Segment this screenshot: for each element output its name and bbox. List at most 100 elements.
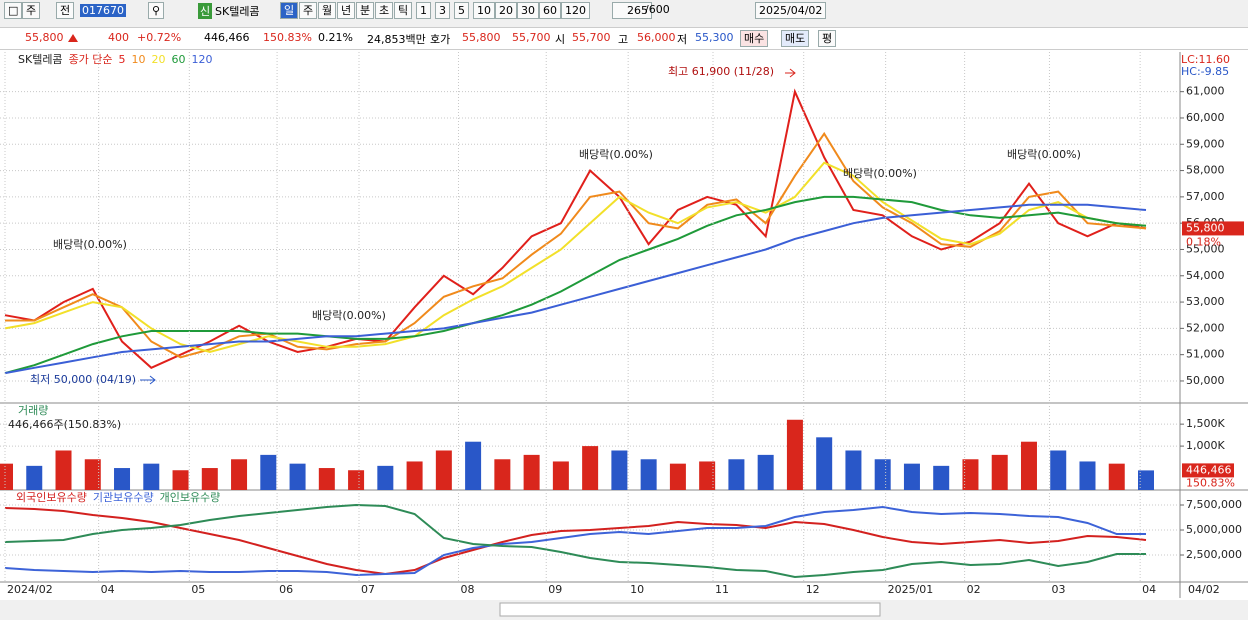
y-tick-label: 7,500,000 [1186,498,1242,511]
volume-bar [523,454,540,490]
low: 55,300 [695,31,734,44]
legend-entry: 60 [172,53,186,66]
volume-bar [494,459,511,490]
x-tick-label: 06 [279,583,293,596]
y-tick-label: 5,000,000 [1186,523,1242,536]
volume-bar [84,459,101,490]
legend-entry: 10 [132,53,146,66]
volume-bar [114,468,131,490]
arrow [785,68,796,78]
interval-button[interactable]: 1 [416,2,431,19]
prev[interactable]: 전 [56,2,75,19]
period-button[interactable]: 틱 [394,2,413,19]
x-tick-label: 07 [361,583,375,596]
volume-bar [611,450,628,490]
sell-button[interactable]: 매도 [781,30,810,47]
volume-tag-rate: 150.83% [1186,476,1235,489]
period-button[interactable]: 초 [375,2,394,19]
chart: 50,00051,00052,00053,00054,00055,00056,0… [0,52,1248,620]
volume-tag [1182,463,1234,478]
y-tick-label: 1,500K [1186,417,1225,430]
chart-bg [0,52,1248,602]
volume-bar [1108,463,1125,490]
dividend-annotation: 배당락(0.00%) [53,238,127,251]
avg-button[interactable]: 평 [818,30,837,47]
volume-bar [0,463,13,490]
volume-bar [465,441,482,490]
period-button[interactable]: 분 [356,2,375,19]
legend-entry: 개인보유수량 [160,491,221,504]
period-button[interactable]: 주 [299,2,318,19]
market[interactable]: 주 [22,2,41,19]
count[interactable]: 265 [612,2,652,19]
interval-button[interactable]: 120 [561,2,590,19]
x-tick-label: 04 [1142,583,1156,596]
volume-bar [231,459,248,490]
volume-bar [260,454,277,490]
high-annotation: 최고 61,900 (11/28) [668,65,774,78]
interval-button[interactable]: 30 [517,2,539,19]
x-tick-label: 09 [548,583,562,596]
interval-button[interactable]: 3 [435,2,450,19]
period-button[interactable]: 월 [318,2,337,19]
date[interactable]: 2025/04/02 [755,2,827,19]
volume-bar [1020,441,1037,490]
x-tick-label: 08 [460,583,474,596]
volume-bar [991,454,1008,490]
dividend-annotation: 배당락(0.00%) [843,167,917,180]
change: 400 [108,31,129,44]
stock-name: SK텔레콤 [215,5,260,18]
volume-bar [669,463,686,490]
y-tick-label: 58,000 [1186,164,1225,177]
y-tick-label: 61,000 [1186,85,1225,98]
low-label: 저 [677,33,688,46]
legend-entry: 20 [152,53,166,66]
x-tick-label: 12 [806,583,820,596]
buy-button[interactable]: 매수 [740,30,769,47]
interval-button[interactable]: 5 [454,2,469,19]
volume-bar [874,459,891,490]
series-line [4,195,1147,375]
interval-button[interactable]: 10 [473,2,495,19]
volume-bar [1050,450,1067,490]
y-tick-label: 55,000 [1186,242,1225,255]
x-tick-label: 11 [715,583,729,596]
volume-bar [699,461,716,490]
series-line [4,503,1146,579]
lc-label: LC:11.60 [1181,53,1230,66]
y-tick-label: 53,000 [1186,295,1225,308]
series-line [4,505,1146,577]
x-tick-label: 03 [1051,583,1065,596]
y-tick-label: 60,000 [1186,111,1225,124]
legend-entry: 외국인보유수량 [16,491,87,504]
legend-entry: 120 [192,53,213,66]
menu-icon[interactable]: □ [4,2,23,19]
bid-label: 호가 [430,33,451,46]
open: 55,700 [572,31,611,44]
up-arrow [68,34,78,42]
interval-button[interactable]: 60 [539,2,561,19]
search[interactable]: ⚲ [148,2,165,19]
dividend-annotation: 배당락(0.00%) [312,309,386,322]
arrow [140,375,156,385]
y-tick-label: 51,000 [1186,348,1225,361]
volume-bar [201,468,218,490]
volume-subtitle: 446,466주(150.83%) [8,418,121,431]
x-tick-label: 2024/02 [7,583,53,596]
period-button[interactable]: 년 [337,2,356,19]
volume-bar [903,463,920,490]
period-button[interactable]: 일 [280,2,299,19]
y-tick-label: 59,000 [1186,137,1225,150]
open-label: 시 [555,33,566,46]
scroll-thumb[interactable] [499,602,881,617]
price-tag-label: 55,800 [1186,221,1225,234]
turnover: 0.21% [318,31,353,44]
volume-bar [552,461,569,490]
interval-button[interactable]: 20 [495,2,517,19]
ask: 55,800 [462,31,501,44]
code-input[interactable]: 017670 [80,4,126,17]
x-tick-label: 10 [630,583,644,596]
volume-bar [172,470,189,490]
